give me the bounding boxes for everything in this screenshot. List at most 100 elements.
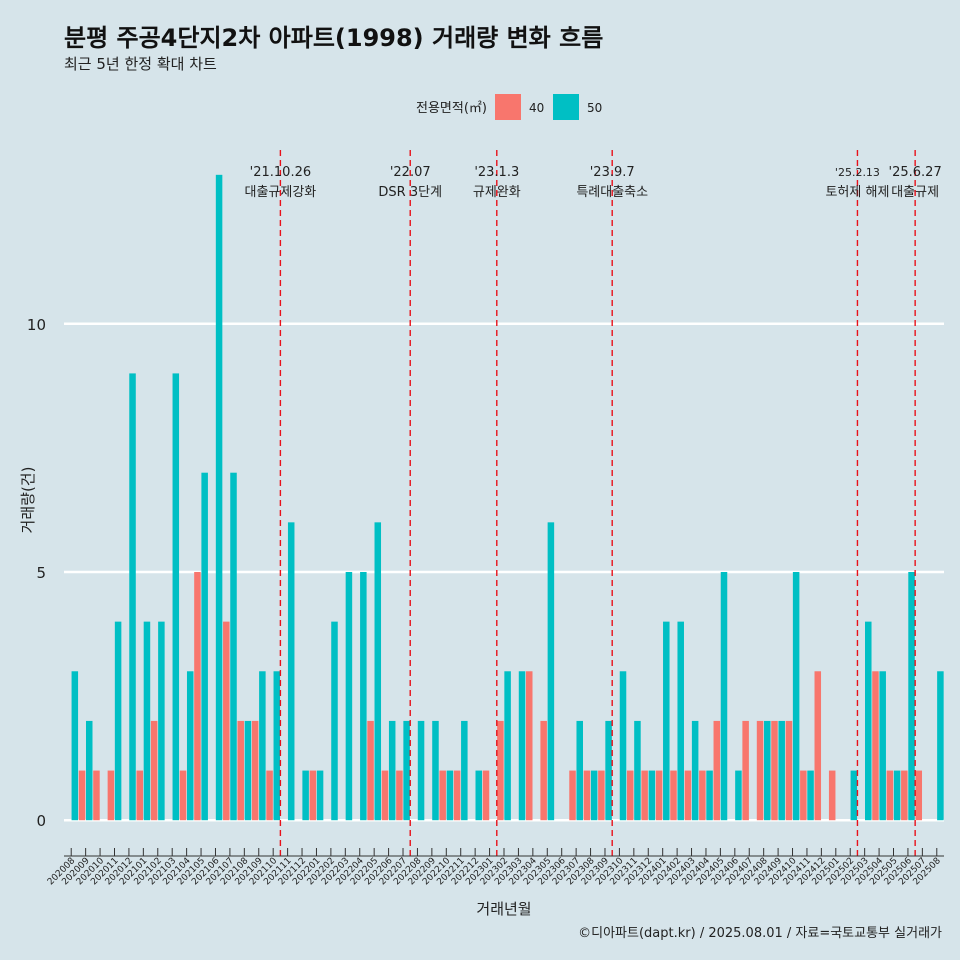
bar-50-202409 <box>778 720 785 821</box>
bar-50-202211 <box>461 720 468 821</box>
bar-50-202106 <box>215 174 223 821</box>
event-label: 특례대출축소 <box>576 185 648 200</box>
legend-label-40: 40 <box>529 101 544 115</box>
bar-50-202402 <box>677 621 684 821</box>
bar-50-202107 <box>230 472 237 821</box>
bar-40-202009 <box>78 770 86 821</box>
bar-50-202502 <box>850 770 858 821</box>
bars <box>71 174 944 821</box>
event-date: '21.10.26 <box>250 165 311 180</box>
y-axis-label: 거래량(건) <box>19 467 37 534</box>
bar-50-202305 <box>547 522 555 821</box>
bar-40-202410 <box>785 720 793 821</box>
bar-40-202402 <box>670 770 677 821</box>
bar-40-202301 <box>482 770 490 821</box>
bar-40-202309 <box>598 770 605 821</box>
chart-title: 분평 주공4단지2차 아파트(1998) 거래량 변화 흐름 <box>64 24 604 52</box>
bar-50-202405 <box>720 571 728 821</box>
bar-50-202009 <box>85 720 93 821</box>
bar-40-202210 <box>439 770 446 821</box>
legend: 전용면적(㎡) 40 50 <box>416 94 602 120</box>
event-label: 대출규제 <box>891 185 939 200</box>
bar-50-202208 <box>417 720 425 821</box>
y-tick-label: 5 <box>36 564 46 582</box>
bar-50-202504 <box>879 671 886 821</box>
bar-40-202308 <box>583 770 591 821</box>
bar-40-202507 <box>915 770 923 821</box>
bar-50-202109 <box>259 671 266 821</box>
bar-40-202407 <box>742 720 749 821</box>
bar-40-202104 <box>179 770 187 821</box>
bar-50-202307 <box>576 720 583 821</box>
bar-50-202401 <box>663 621 670 821</box>
bar-50-202112 <box>302 770 309 821</box>
bar-40-202412 <box>814 671 822 821</box>
bar-40-202110 <box>266 770 273 821</box>
y-tick-label: 0 <box>36 812 46 830</box>
legend-title: 전용면적(㎡) <box>416 101 487 116</box>
source-caption: ©디아파트(dapt.kr) / 2025.08.01 / 자료=국토교통부 실… <box>578 926 942 941</box>
event-date: '22.07 <box>390 165 431 180</box>
bar-40-202404 <box>699 770 706 821</box>
legend-label-50: 50 <box>587 101 602 115</box>
x-axis-label: 거래년월 <box>476 900 531 918</box>
bar-50-202311 <box>634 720 641 821</box>
bar-50-202408 <box>764 720 771 821</box>
bar-40-202010 <box>93 770 100 821</box>
bar-40-202501 <box>828 770 836 821</box>
bar-40-202307 <box>569 770 576 821</box>
bar-50-202204 <box>360 571 367 821</box>
bar-40-202109 <box>251 720 259 821</box>
bar-50-202505 <box>893 770 901 821</box>
bar-40-202401 <box>655 770 663 821</box>
bar-40-202107 <box>223 621 230 821</box>
event-label: DSR 3단계 <box>378 185 442 200</box>
bar-40-202405 <box>713 720 721 821</box>
axes: 0510202008202009202010202011202012202101… <box>27 316 944 887</box>
event-label: 규제완화 <box>473 185 521 200</box>
legend-swatch-40 <box>495 94 521 120</box>
bar-50-202008 <box>71 671 79 821</box>
bar-40-202403 <box>684 770 692 821</box>
bar-40-202207 <box>396 770 403 821</box>
bar-50-202102 <box>158 621 165 821</box>
bar-50-202508 <box>937 671 944 821</box>
bar-40-202201 <box>309 770 317 821</box>
bar-40-202302 <box>497 720 504 821</box>
bar-50-202308 <box>590 770 598 821</box>
bar-40-202101 <box>136 770 143 821</box>
bar-40-202504 <box>872 671 879 821</box>
bar-40-202311 <box>626 770 634 821</box>
bar-40-202108 <box>237 720 244 821</box>
bar-40-202105 <box>194 571 201 821</box>
bar-50-202110 <box>273 671 281 821</box>
bar-50-202506 <box>908 571 915 821</box>
bar-50-202503 <box>865 621 872 821</box>
bar-50-202411 <box>807 770 814 821</box>
bar-40-202205 <box>367 720 374 821</box>
bar-50-202212 <box>475 770 483 821</box>
bar-50-202012 <box>129 373 136 821</box>
bar-40-202011 <box>107 770 115 821</box>
bar-40-202305 <box>540 720 547 821</box>
bar-50-202205 <box>374 522 382 821</box>
bar-50-202203 <box>345 571 353 821</box>
bar-50-202309 <box>605 720 612 821</box>
bar-40-202312 <box>641 770 648 821</box>
bar-40-202211 <box>453 770 461 821</box>
event-markers: '21.10.26 대출규제강화 '22.07 DSR 3단계 '23.1.3 규제완화 '… <box>245 150 942 856</box>
bar-50-202410 <box>792 571 800 821</box>
bar-50-202103 <box>172 373 180 821</box>
bar-40-202411 <box>800 770 807 821</box>
bar-50-202312 <box>648 770 656 821</box>
bar-40-202505 <box>886 770 894 821</box>
bar-40-202409 <box>771 720 778 821</box>
bar-50-202201 <box>316 770 324 821</box>
bar-50-202210 <box>446 770 454 821</box>
bar-50-202104 <box>186 671 194 821</box>
bar-50-202108 <box>244 720 252 821</box>
bar-40-202206 <box>381 770 389 821</box>
chart-subtitle: 최근 5년 한정 확대 차트 <box>64 55 217 73</box>
legend-swatch-50 <box>553 94 579 120</box>
